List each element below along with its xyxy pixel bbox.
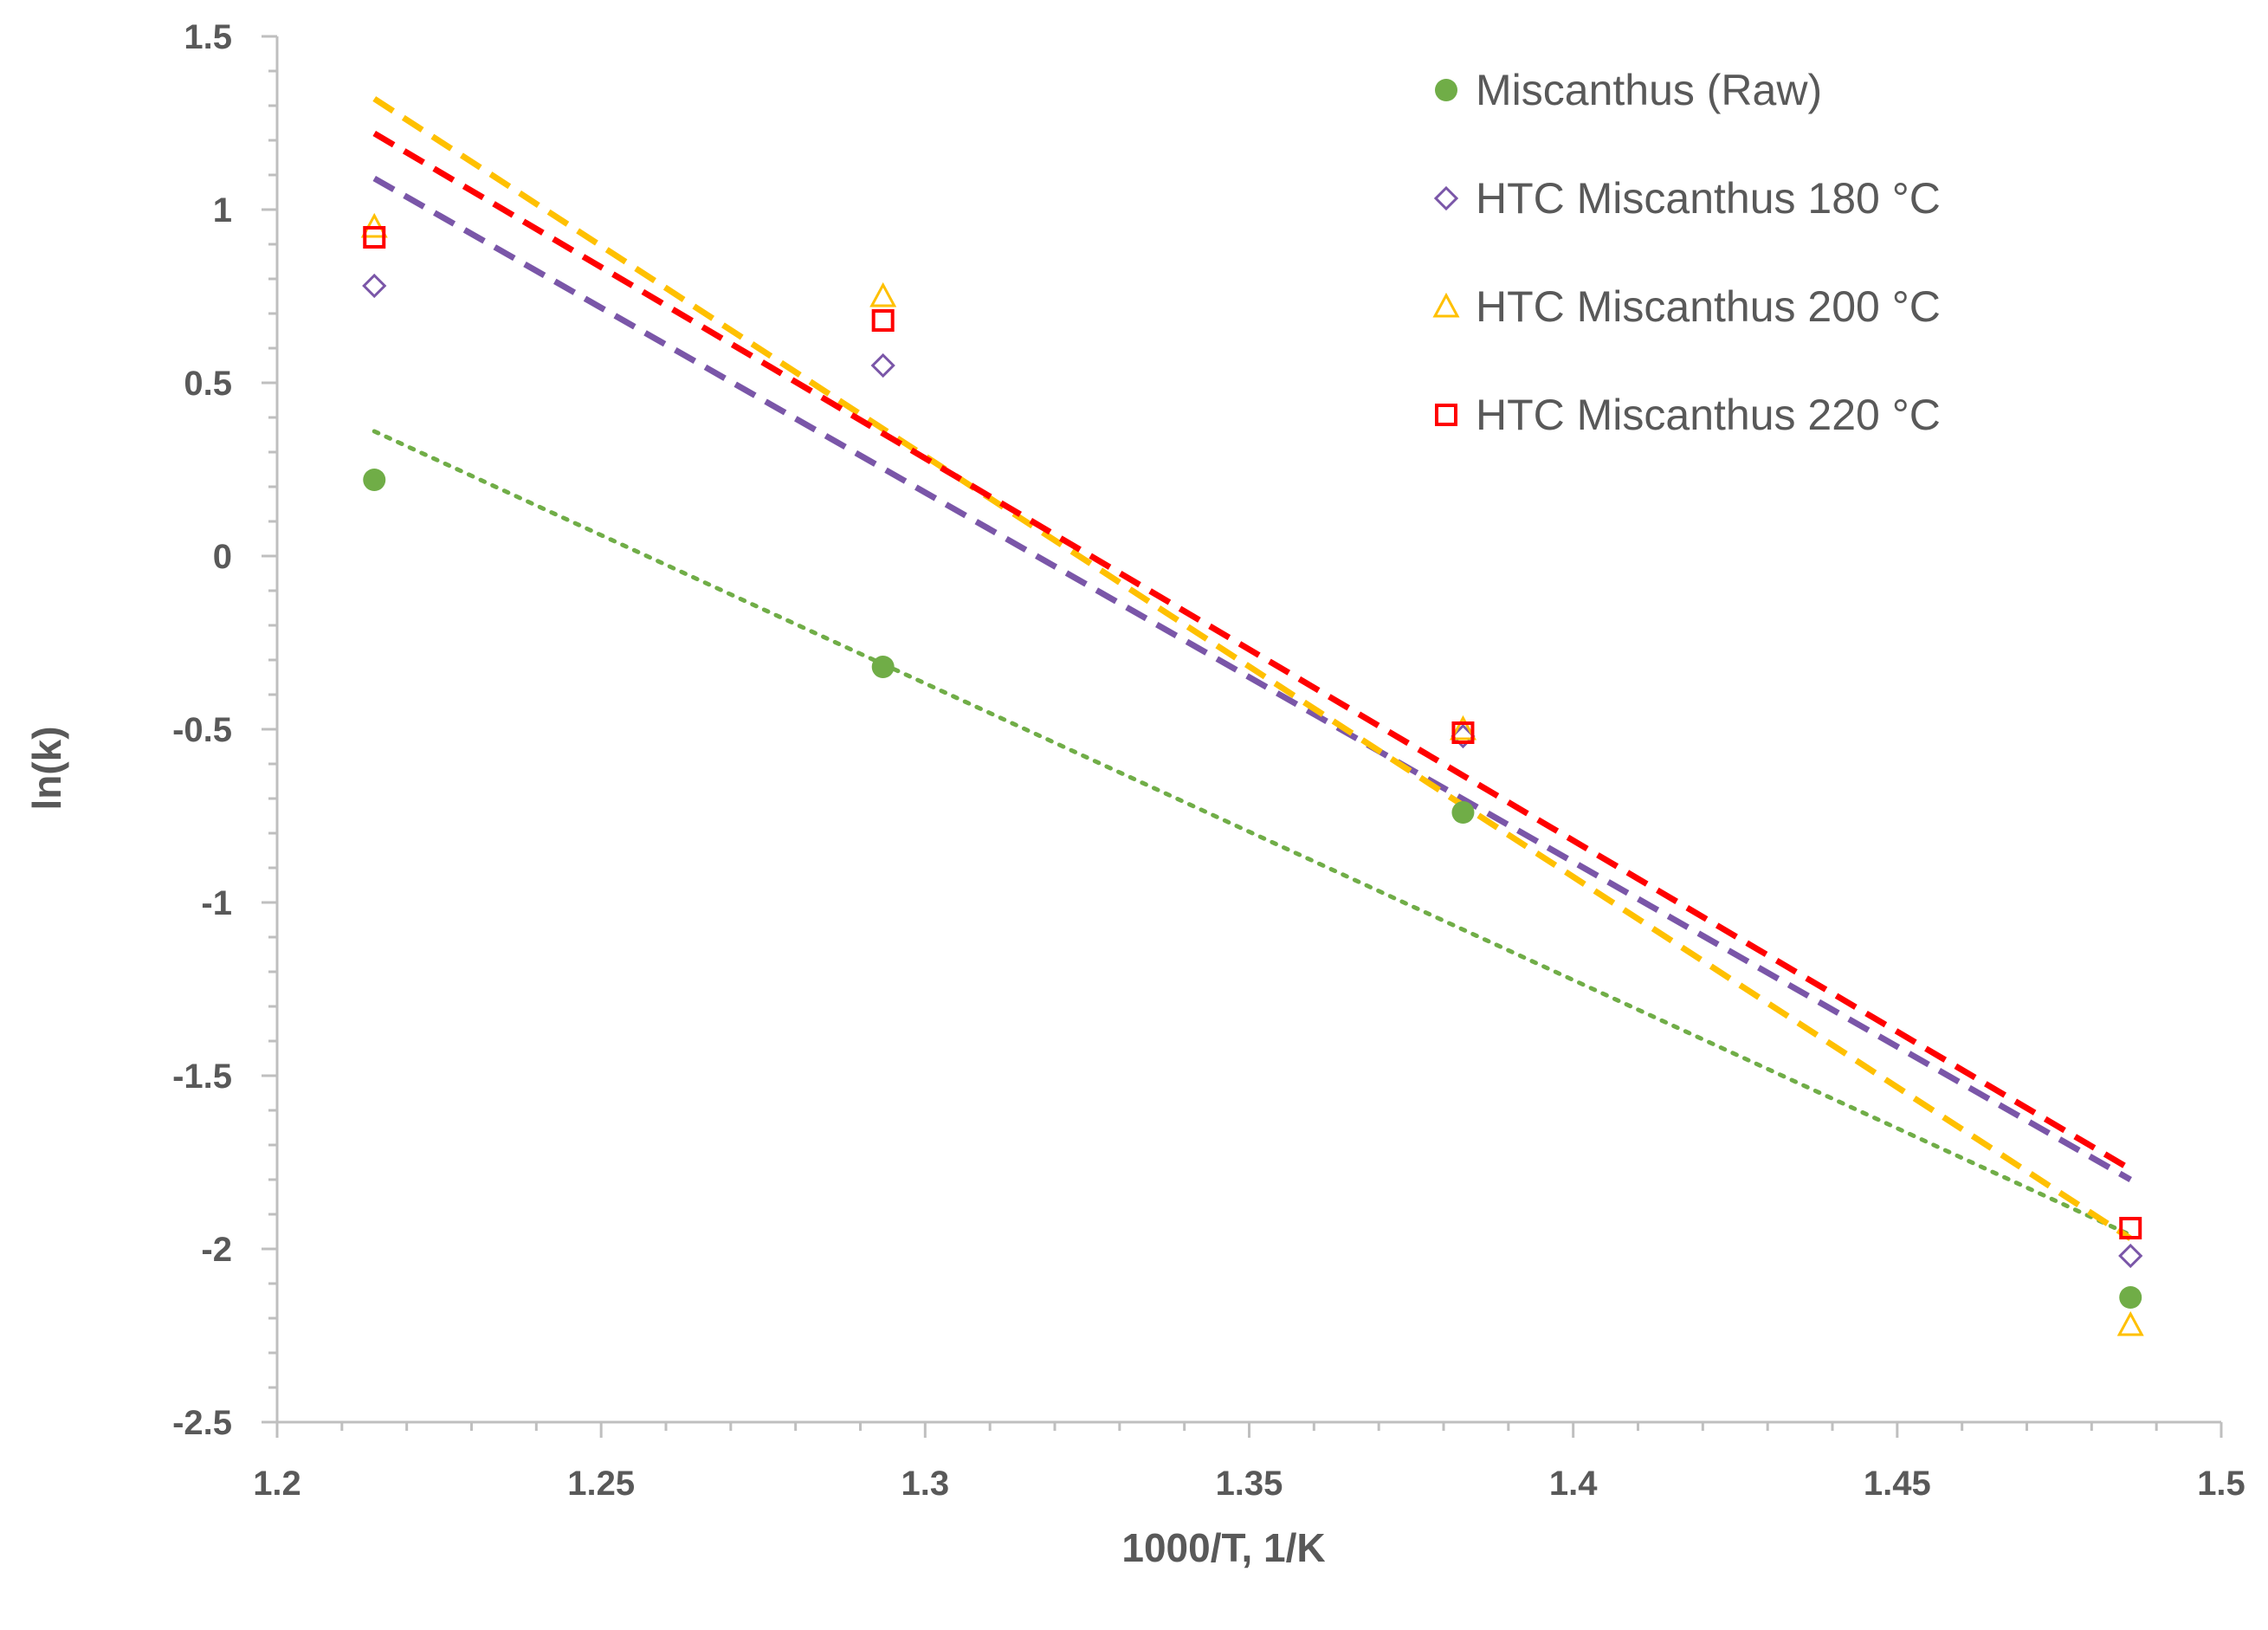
point-miscanthus-raw [2119,1286,2142,1309]
point-htc-miscanthus-180-c [362,273,387,299]
trendlines [372,96,2133,1241]
y-tick-label: -1.5 [172,1058,232,1096]
legend-label: Miscanthus (Raw) [1476,66,1822,114]
y-tick-label: -1 [201,884,232,922]
legend-item: Miscanthus (Raw) [1435,66,1822,114]
trendline-htc-miscanthus-200-c [372,96,2133,1241]
x-tick-label: 1.25 [567,1465,635,1503]
point-htc-miscanthus-220-c [363,226,386,249]
x-tick-label: 1.2 [253,1465,301,1503]
legend-label: HTC Miscanthus 200 °C [1476,282,1941,331]
point-htc-miscanthus-200-c [2116,1310,2144,1336]
point-htc-miscanthus-200-c [869,281,897,307]
point-miscanthus-raw [1451,801,1475,824]
trendline-htc-miscanthus-220-c [372,130,2133,1173]
point-miscanthus-raw [871,656,895,678]
legend-label: HTC Miscanthus 180 °C [1476,174,1941,223]
legend-marker-miscanthus-raw [1435,79,1457,101]
data-points [360,212,2144,1336]
y-tick-label: 0 [213,538,232,576]
y-tick-labels: 1.5 1 0.5 0 -0.5 -1 -1.5 -2 -2.5 [172,18,232,1442]
legend-marker-htc-miscanthus-200-c [1432,292,1460,318]
point-htc-miscanthus-200-c [1449,715,1476,741]
x-tick-label: 1.5 [2197,1465,2245,1503]
legend-marker-htc-miscanthus-220-c [1435,404,1457,426]
y-tick-label: 1.5 [184,18,232,56]
point-htc-miscanthus-220-c [2119,1217,2142,1239]
point-htc-miscanthus-220-c [871,309,895,332]
point-miscanthus-raw [363,469,386,491]
y-tick-label: -2.5 [172,1404,232,1442]
x-tick-label: 1.4 [1549,1465,1598,1503]
axes [262,35,2223,1438]
x-tick-labels: 1.2 1.25 1.3 1.35 1.4 1.45 1.5 [253,1465,2245,1503]
y-tick-label: 1 [213,191,232,230]
legend-marker-htc-miscanthus-180-c [1433,185,1459,211]
trendline-htc-miscanthus-180-c [372,175,2132,1183]
point-htc-miscanthus-180-c [870,353,895,378]
y-tick-label: 0.5 [184,365,232,403]
legend-item: HTC Miscanthus 220 °C [1435,391,1941,439]
legend-label: HTC Miscanthus 220 °C [1476,391,1941,439]
x-tick-label: 1.3 [901,1465,950,1503]
point-htc-miscanthus-220-c [1451,721,1475,744]
x-tick-label: 1.35 [1216,1465,1283,1503]
point-htc-miscanthus-180-c [2118,1243,2143,1269]
y-axis-title: ln(k) [24,726,69,810]
y-tick-label: -2 [201,1231,232,1269]
legend-item: HTC Miscanthus 180 °C [1433,174,1941,223]
trendline-miscanthus-raw [372,429,2133,1238]
x-tick-label: 1.45 [1864,1465,1931,1503]
x-axis-title: 1000/T, 1/K [1121,1525,1325,1570]
legend: Miscanthus (Raw) HTC Miscanthus 180 °C HTC… [1432,66,1941,439]
y-tick-label: -0.5 [172,711,232,749]
legend-item: HTC Miscanthus 200 °C [1432,282,1941,331]
